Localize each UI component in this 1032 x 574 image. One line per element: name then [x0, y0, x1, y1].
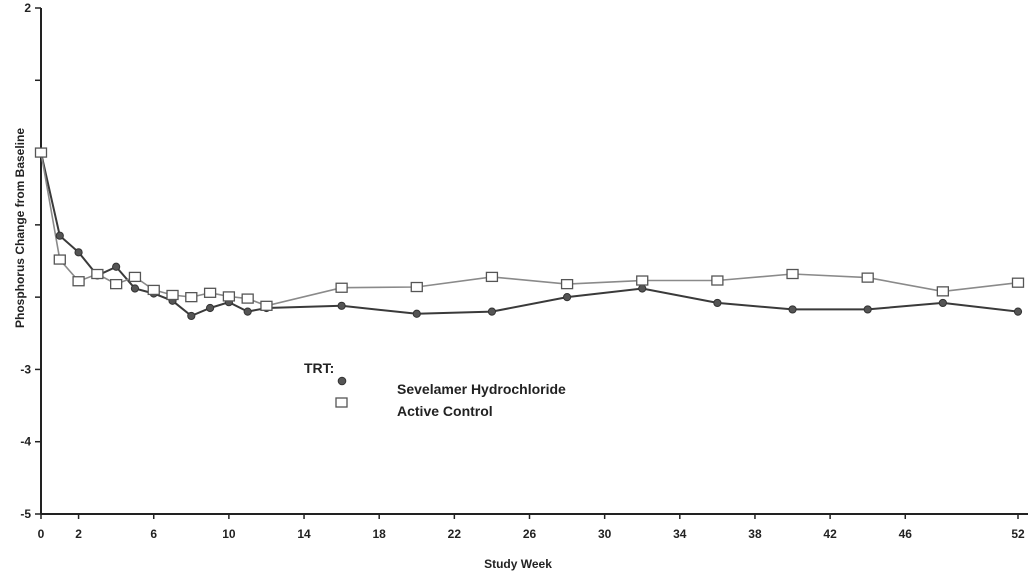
x-tick-label-13: 52 [1011, 527, 1025, 541]
point-active-control-15 [485, 271, 499, 283]
point-sevelamer-hydrochloride-17 [638, 284, 647, 293]
series-line-sevelamer-hydrochloride [40, 152, 1019, 318]
point-sevelamer-hydrochloride-20 [863, 305, 872, 314]
point-sevelamer-hydrochloride-11 [243, 307, 252, 316]
legend: TRT: Sevelamer Hydrochloride Active Cont… [304, 360, 566, 419]
x-tick-label-3: 10 [222, 527, 236, 541]
y-axis-label: Phosphorus Change from Baseline [13, 128, 27, 328]
point-active-control-7 [166, 289, 179, 301]
point-active-control-4 [110, 278, 123, 290]
x-tick-label-2: 6 [150, 527, 157, 541]
x-tick-label-4: 14 [297, 527, 311, 541]
point-active-control-5 [128, 271, 142, 283]
point-active-control-1 [53, 254, 66, 265]
series-line-active-control [40, 152, 1019, 307]
legend-marker-active-control [335, 397, 348, 408]
y-tick-label-6: -4 [20, 435, 31, 449]
point-active-control-2 [72, 276, 85, 287]
x-tick-label-5: 18 [373, 527, 387, 541]
legend-label-sevelamer: Sevelamer Hydrochloride [397, 381, 566, 397]
point-active-control-16 [560, 278, 574, 290]
point-sevelamer-hydrochloride-2 [74, 248, 83, 257]
point-active-control-8 [185, 291, 198, 303]
x-tick-label-8: 30 [598, 527, 612, 541]
point-active-control-6 [147, 284, 160, 296]
x-tick-label-6: 22 [448, 527, 462, 541]
x-axis-ticks: 0 2 6 10 14 18 22 26 30 34 38 42 46 52 [38, 514, 1025, 541]
chart-axes [40, 8, 1028, 515]
x-tick-label-12: 46 [899, 527, 913, 541]
x-tick-label-7: 26 [523, 527, 537, 541]
point-sevelamer-hydrochloride-9 [205, 303, 215, 313]
point-sevelamer-hydrochloride-14 [412, 309, 421, 318]
point-active-control-22 [1011, 277, 1025, 288]
point-sevelamer-hydrochloride-5 [130, 284, 140, 293]
point-sevelamer-hydrochloride-21 [938, 298, 947, 308]
point-sevelamer-hydrochloride-1 [55, 231, 64, 240]
legend-title: TRT: [304, 360, 334, 376]
point-sevelamer-hydrochloride-18 [713, 298, 722, 308]
x-tick-label-11: 42 [823, 527, 837, 541]
point-sevelamer-hydrochloride-19 [788, 305, 797, 314]
point-active-control-20 [861, 272, 874, 283]
point-sevelamer-hydrochloride-15 [487, 307, 497, 316]
x-tick-label-1: 2 [75, 527, 82, 541]
x-tick-label-10: 38 [748, 527, 762, 541]
x-tick-label-9: 34 [673, 527, 687, 541]
point-active-control-9 [203, 287, 217, 298]
legend-marker-sevelamer [337, 376, 347, 386]
point-active-control-18 [711, 275, 724, 286]
point-active-control-10 [222, 291, 236, 302]
x-tick-label-0: 0 [38, 527, 45, 541]
point-active-control-0 [34, 147, 48, 158]
point-sevelamer-hydrochloride-22 [1013, 307, 1023, 316]
y-tick-label-5: -3 [20, 362, 31, 376]
point-active-control-3 [91, 268, 104, 280]
point-sevelamer-hydrochloride-13 [337, 301, 346, 310]
point-sevelamer-hydrochloride-8 [187, 311, 196, 321]
point-active-control-19 [786, 268, 799, 280]
point-active-control-12 [260, 300, 273, 311]
point-sevelamer-hydrochloride-4 [112, 262, 121, 271]
y-tick-label-0: 2 [24, 1, 31, 15]
legend-label-active-control: Active Control [397, 403, 493, 419]
series-layer [34, 147, 1025, 321]
x-axis-label: Study Week [484, 557, 552, 571]
point-active-control-21 [936, 286, 949, 297]
y-tick-label-7: -5 [20, 507, 31, 521]
point-active-control-14 [410, 281, 423, 293]
point-active-control-17 [636, 275, 649, 286]
point-sevelamer-hydrochloride-16 [562, 293, 572, 302]
point-active-control-13 [335, 282, 348, 293]
point-active-control-11 [241, 293, 254, 304]
